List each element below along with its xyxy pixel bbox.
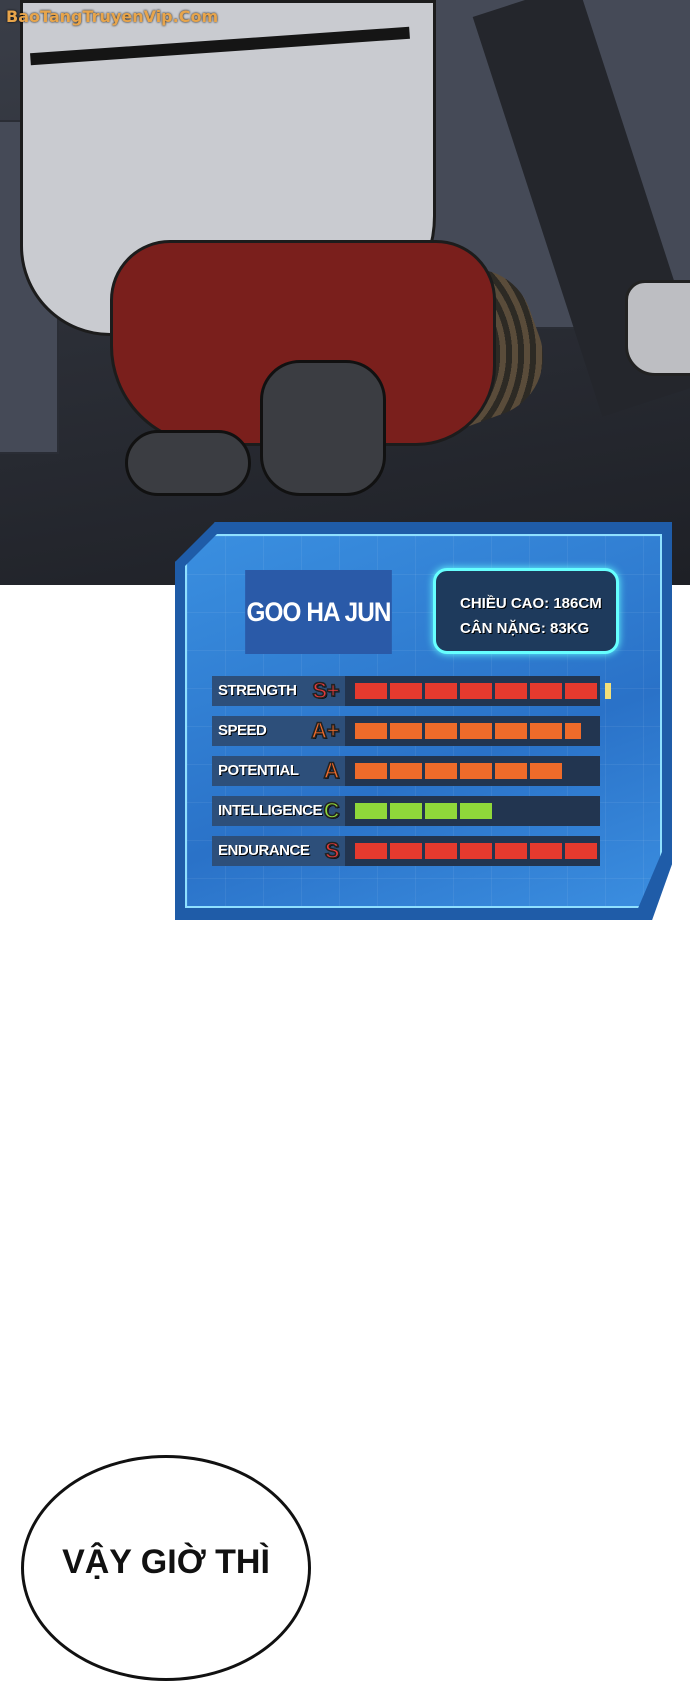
stat-row-endurance: ENDURANCE S <box>212 836 600 866</box>
stat-segment <box>495 723 527 739</box>
stat-segment <box>425 843 457 859</box>
stat-grade: S+ <box>312 677 340 704</box>
stat-segment <box>460 763 492 779</box>
stat-segment <box>425 763 457 779</box>
overflow-marker <box>605 683 611 699</box>
stat-segment <box>355 763 387 779</box>
stat-name: POTENTIAL <box>218 762 299 779</box>
stat-segment <box>390 843 422 859</box>
stat-row-intelligence: INTELLIGENCE C <box>212 796 600 826</box>
sneaker <box>625 280 690 376</box>
weight-text: CÂN NẶNG: 83KG <box>460 620 590 637</box>
stat-bar <box>345 716 600 746</box>
stat-bar <box>345 836 600 866</box>
watermark: BaoTangTruyenVip.Com <box>6 7 219 26</box>
shoe <box>260 360 386 496</box>
stat-segment <box>355 723 387 739</box>
stat-bar <box>345 676 611 706</box>
stat-segment <box>495 843 527 859</box>
stat-row-speed: SPEED A+ <box>212 716 600 746</box>
stat-label: POTENTIAL A <box>212 756 345 786</box>
stat-segment <box>390 723 422 739</box>
stat-card: GOO HA JUN CHIỀU CAO: 186CM CÂN NẶNG: 83… <box>175 522 672 920</box>
stat-segment <box>565 723 581 739</box>
stat-name: ENDURANCE <box>218 842 310 859</box>
stat-row-strength: STRENGTH S+ <box>212 676 611 706</box>
stat-label: STRENGTH S+ <box>212 676 345 706</box>
stat-segment <box>425 683 457 699</box>
stat-segment <box>390 763 422 779</box>
stat-grade: A+ <box>311 717 341 744</box>
illustration-panel: BaoTangTruyenVip.Com <box>0 0 690 585</box>
height-text: CHIỀU CAO: 186CM <box>460 595 602 612</box>
stat-segment <box>530 723 562 739</box>
stat-segment <box>565 843 597 859</box>
stat-segment <box>530 843 562 859</box>
stat-label: ENDURANCE S <box>212 836 345 866</box>
stat-segment <box>565 683 597 699</box>
stat-grade: A <box>323 757 340 784</box>
stat-grade: C <box>323 797 340 824</box>
stat-label: INTELLIGENCE C <box>212 796 345 826</box>
stat-row-potential: POTENTIAL A <box>212 756 600 786</box>
stat-grade: S <box>324 837 340 864</box>
character-name: GOO HA JUN <box>245 570 392 654</box>
stat-segment <box>355 803 387 819</box>
stat-segment <box>495 683 527 699</box>
stat-name: SPEED <box>218 722 267 739</box>
stat-segment <box>460 723 492 739</box>
stat-name: STRENGTH <box>218 682 297 699</box>
stat-segment <box>425 723 457 739</box>
speech-text: VẬY GIỜ THÌ <box>62 1543 270 1581</box>
stat-segment <box>495 763 527 779</box>
stat-bar <box>345 796 600 826</box>
stat-name: INTELLIGENCE <box>218 802 323 819</box>
stat-bar <box>345 756 600 786</box>
stat-segment <box>460 683 492 699</box>
stat-segment <box>390 803 422 819</box>
stat-segment <box>460 843 492 859</box>
stat-segment <box>530 763 562 779</box>
info-box: CHIỀU CAO: 186CM CÂN NẶNG: 83KG <box>433 568 619 654</box>
speech-bubble: VẬY GIỜ THÌ <box>21 1455 311 1681</box>
stat-segment <box>355 683 387 699</box>
stat-label: SPEED A+ <box>212 716 345 746</box>
stat-segment <box>425 803 457 819</box>
stat-segment <box>530 683 562 699</box>
stat-segment <box>390 683 422 699</box>
shoe <box>125 430 251 496</box>
stat-segment <box>460 803 492 819</box>
stat-segment <box>355 843 387 859</box>
